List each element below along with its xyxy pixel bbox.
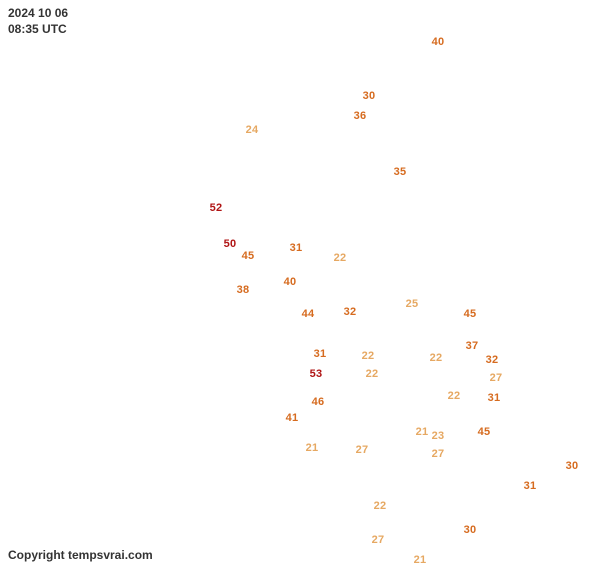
data-point: 30 [464,524,477,536]
data-point: 31 [524,480,537,492]
data-point: 21 [414,554,427,566]
data-point: 40 [432,36,445,48]
data-point: 22 [374,500,387,512]
data-point: 31 [488,392,501,404]
date-line: 2024 10 06 [8,6,68,22]
data-point: 44 [302,308,315,320]
data-point: 30 [363,90,376,102]
data-point: 37 [466,340,479,352]
data-point: 31 [290,242,303,254]
data-point: 38 [237,284,250,296]
data-point: 50 [224,238,237,250]
data-point: 27 [490,372,503,384]
data-point: 31 [314,348,327,360]
timestamp-header: 2024 10 06 08:35 UTC [8,6,68,37]
data-point: 53 [310,368,323,380]
data-point: 27 [372,534,385,546]
data-point: 22 [334,252,347,264]
data-point: 22 [448,390,461,402]
data-point: 24 [246,124,259,136]
data-point: 41 [286,412,299,424]
data-point: 45 [478,426,491,438]
data-point: 25 [406,298,419,310]
data-point: 22 [366,368,379,380]
data-point: 27 [356,444,369,456]
data-point: 21 [306,442,319,454]
data-point: 35 [394,166,407,178]
data-point: 27 [432,448,445,460]
data-point: 52 [210,202,223,214]
data-point: 32 [486,354,499,366]
data-point: 45 [242,250,255,262]
data-point: 30 [566,460,579,472]
data-point: 21 [416,426,429,438]
data-point: 22 [362,350,375,362]
data-point: 46 [312,396,325,408]
data-point: 22 [430,352,443,364]
data-point: 45 [464,308,477,320]
data-point: 36 [354,110,367,122]
copyright-footer: Copyright tempsvrai.com [8,548,153,562]
time-line: 08:35 UTC [8,22,68,38]
data-map-canvas: 2024 10 06 08:35 UTC 40 30 36 24 35 52 50 45 31 2… [0,0,600,568]
data-point: 23 [432,430,445,442]
data-point: 40 [284,276,297,288]
data-point: 32 [344,306,357,318]
